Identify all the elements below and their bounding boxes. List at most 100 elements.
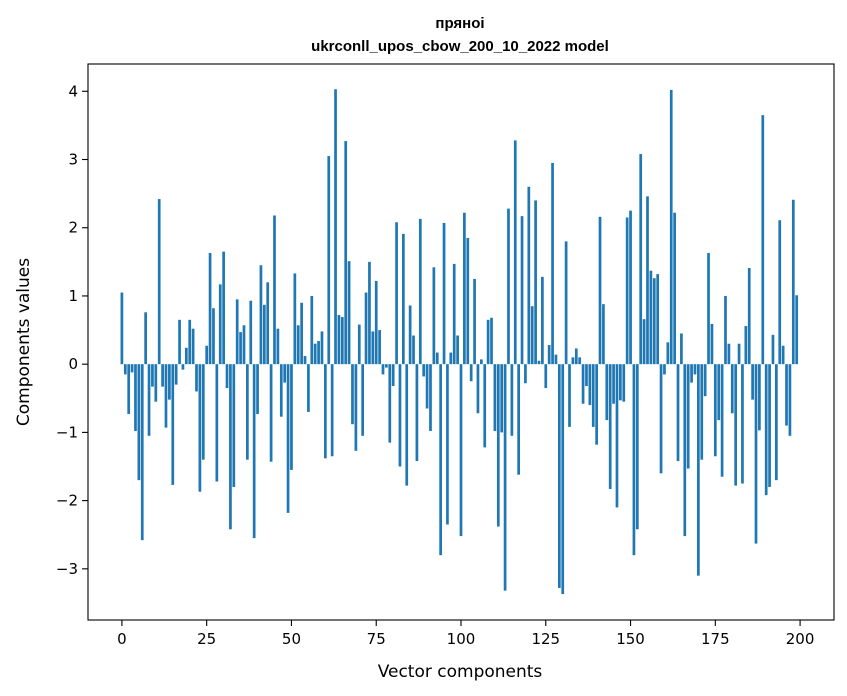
bar-component-124 xyxy=(541,276,544,365)
bar-component-76 xyxy=(378,330,381,365)
bar-component-185 xyxy=(747,267,751,365)
bar-component-119 xyxy=(524,364,527,384)
x-tick-label: 75 xyxy=(367,630,386,648)
bar-component-35 xyxy=(239,332,242,365)
y-tick-label: 0 xyxy=(68,355,78,373)
bar-component-171 xyxy=(700,364,704,460)
bar-component-22 xyxy=(195,364,198,392)
plot-frame xyxy=(87,63,835,621)
bar-component-169 xyxy=(693,364,697,375)
bar-component-38 xyxy=(249,300,253,365)
bar-component-114 xyxy=(507,208,510,365)
bar-component-104 xyxy=(473,278,476,365)
bar-component-70 xyxy=(357,324,361,365)
bar-component-53 xyxy=(300,302,303,365)
bar-component-107 xyxy=(483,364,487,448)
bar-component-26 xyxy=(208,252,212,365)
bar-component-23 xyxy=(198,364,202,492)
bar-component-82 xyxy=(398,364,402,467)
bar-component-118 xyxy=(520,216,524,365)
y-tick-label: 2 xyxy=(68,219,78,237)
bar-component-173 xyxy=(707,252,710,365)
bar-component-21 xyxy=(191,328,195,365)
bar-component-181 xyxy=(734,364,738,486)
y-tick-label: −1 xyxy=(56,423,78,441)
bar-component-167 xyxy=(686,364,690,469)
bar-component-93 xyxy=(435,352,439,365)
bar-component-0 xyxy=(120,292,124,365)
bar-component-161 xyxy=(666,342,670,365)
bar-component-146 xyxy=(615,364,619,508)
bar-component-1 xyxy=(123,364,127,375)
bar-component-95 xyxy=(442,222,446,365)
bar-component-135 xyxy=(578,357,582,365)
bar-component-19 xyxy=(184,347,188,365)
bar-component-138 xyxy=(588,364,592,406)
bar-component-140 xyxy=(595,364,598,445)
x-tick-label: 100 xyxy=(447,630,476,648)
bar-component-28 xyxy=(215,364,219,482)
bar-component-130 xyxy=(561,364,565,595)
bar-component-158 xyxy=(656,274,660,365)
bar-component-196 xyxy=(785,364,788,426)
bar-component-85 xyxy=(408,305,412,365)
bar-component-143 xyxy=(605,364,609,421)
bar-component-162 xyxy=(669,89,673,365)
bar-component-149 xyxy=(625,217,629,365)
bar-component-134 xyxy=(574,348,578,365)
bar-component-56 xyxy=(310,295,314,365)
bar-component-37 xyxy=(246,364,249,460)
bar-component-163 xyxy=(673,212,676,365)
bar-component-71 xyxy=(361,364,365,436)
bar-component-81 xyxy=(395,222,398,365)
bar-component-2 xyxy=(127,364,131,414)
bar-component-195 xyxy=(781,345,785,365)
bar-component-89 xyxy=(422,364,426,377)
bar-component-160 xyxy=(663,364,666,375)
bar-component-198 xyxy=(791,199,795,365)
bar-component-199 xyxy=(795,295,799,365)
bar-component-159 xyxy=(659,364,663,474)
bar-component-112 xyxy=(500,364,504,433)
bar-component-115 xyxy=(510,364,514,436)
bar-component-136 xyxy=(581,364,585,404)
bar-component-67 xyxy=(347,261,351,365)
bar-component-102 xyxy=(466,237,470,365)
bar-component-3 xyxy=(130,364,134,373)
x-tick-label: 50 xyxy=(282,630,301,648)
bar-component-122 xyxy=(534,200,537,365)
bar-component-77 xyxy=(381,364,385,375)
bar-component-150 xyxy=(629,210,632,365)
bar-component-54 xyxy=(303,355,307,365)
bar-component-108 xyxy=(486,319,490,365)
bar-component-175 xyxy=(713,364,717,457)
y-tick-label: 3 xyxy=(68,151,78,169)
bar-component-121 xyxy=(530,306,534,365)
bar-component-14 xyxy=(168,364,171,400)
bar-component-148 xyxy=(622,364,626,402)
bar-component-87 xyxy=(415,364,419,462)
bar-component-63 xyxy=(334,89,337,365)
y-tick-label: −3 xyxy=(56,560,78,578)
bar-component-151 xyxy=(632,364,636,556)
bar-component-156 xyxy=(649,270,653,365)
bar-component-27 xyxy=(212,308,215,365)
bar-component-41 xyxy=(259,265,263,365)
bar-component-154 xyxy=(642,319,646,365)
bar-component-84 xyxy=(405,364,409,486)
bar-component-88 xyxy=(418,218,422,365)
x-tick-label: 175 xyxy=(701,630,730,648)
bar-component-133 xyxy=(571,357,575,365)
bar-component-129 xyxy=(557,364,561,588)
bar-component-187 xyxy=(754,364,758,544)
bar-component-13 xyxy=(164,364,168,428)
bar-component-65 xyxy=(340,317,344,365)
bar-component-51 xyxy=(293,273,297,365)
bar-component-8 xyxy=(147,364,151,436)
bar-component-188 xyxy=(758,364,761,431)
bar-component-5 xyxy=(137,364,141,481)
bar-component-166 xyxy=(683,364,687,537)
bar-component-147 xyxy=(619,364,622,401)
bar-component-144 xyxy=(608,364,612,490)
